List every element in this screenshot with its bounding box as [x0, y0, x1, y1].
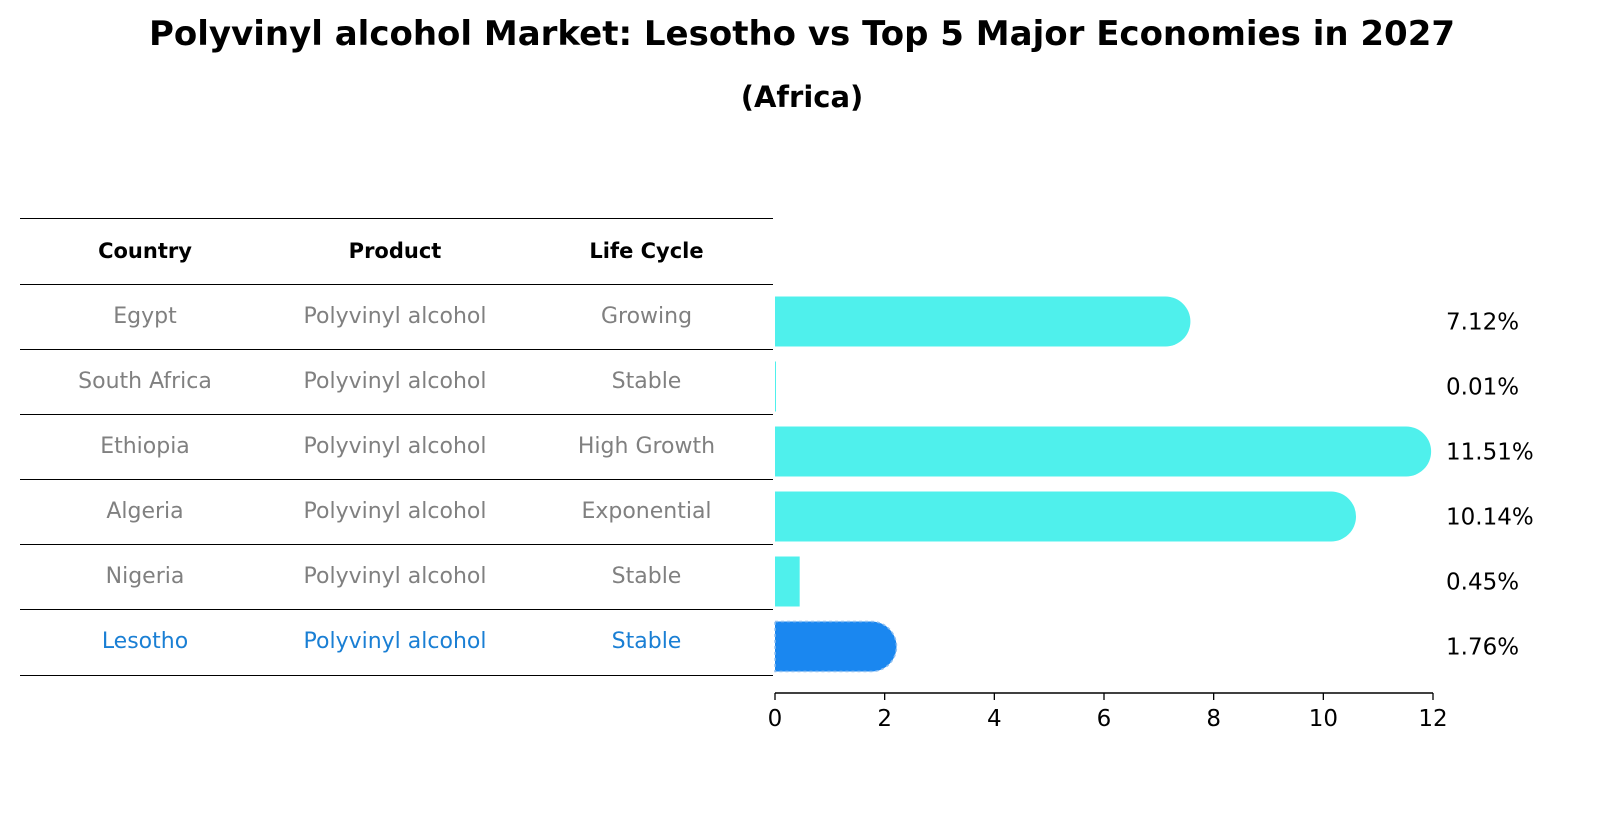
x-tick-label: 6: [1097, 706, 1112, 732]
x-tick-label: 10: [1309, 706, 1338, 732]
cell-product: Polyvinyl alcohol: [303, 629, 487, 654]
cell-country: Nigeria: [105, 564, 185, 589]
table-rule: [20, 479, 773, 480]
table-row: Nigeria Polyvinyl alcohol Stable: [20, 544, 773, 610]
cell-country: Lesotho: [101, 629, 189, 654]
data-label: 0.01%: [1446, 375, 1519, 401]
table-row: Egypt Polyvinyl alcohol Growing: [20, 284, 773, 350]
table-rule: [20, 284, 773, 285]
table-row: South Africa Polyvinyl alcohol Stable: [20, 349, 773, 415]
cell-product: Polyvinyl alcohol: [303, 499, 487, 524]
cell-product: Polyvinyl alcohol: [303, 369, 487, 394]
header-life-cycle: Life Cycle: [589, 239, 704, 263]
cell-product: Polyvinyl alcohol: [303, 564, 487, 589]
cell-product: Polyvinyl alcohol: [303, 304, 487, 329]
data-label: 10.14%: [1446, 505, 1534, 531]
x-tick-label: 2: [877, 706, 892, 732]
cell-life-cycle: High Growth: [577, 434, 716, 459]
bar: [775, 426, 1432, 477]
cell-country: Algeria: [106, 499, 184, 524]
bar-highlight: [774, 620, 898, 673]
table-rule: [20, 218, 773, 219]
table-row: Algeria Polyvinyl alcohol Exponential: [20, 479, 773, 545]
x-tick-label: 0: [768, 706, 783, 732]
x-tick-label: 12: [1418, 706, 1447, 732]
cell-country: South Africa: [78, 369, 212, 394]
bar: [775, 556, 800, 607]
cell-country: Egypt: [113, 304, 177, 329]
cell-life-cycle: Growing: [600, 304, 693, 329]
x-tick-label: 8: [1206, 706, 1221, 732]
bar: [775, 491, 1357, 542]
data-label: 11.51%: [1446, 440, 1534, 466]
table-rule: [20, 675, 773, 676]
cell-life-cycle: Stable: [611, 564, 682, 589]
header-product: Product: [348, 239, 442, 263]
table-header-row: Country Product Life Cycle: [20, 218, 773, 284]
table-rule: [20, 414, 773, 415]
table-rule: [20, 609, 773, 610]
table-rule: [20, 544, 773, 545]
table-row: Ethiopia Polyvinyl alcohol High Growth: [20, 414, 773, 480]
bar: [775, 361, 776, 412]
chart-title: Polyvinyl alcohol Market: Lesotho vs Top…: [148, 14, 1456, 54]
header-country: Country: [98, 239, 192, 263]
cell-life-cycle: Exponential: [581, 499, 712, 524]
cell-life-cycle: Stable: [611, 629, 682, 654]
cell-life-cycle: Stable: [611, 369, 682, 394]
data-label: 1.76%: [1446, 635, 1519, 661]
chart-subtitle: (Africa): [740, 80, 864, 114]
data-label: 7.12%: [1446, 310, 1519, 336]
cell-product: Polyvinyl alcohol: [303, 434, 487, 459]
table-row-highlight: Lesotho Polyvinyl alcohol Stable: [20, 609, 773, 675]
cell-country: Ethiopia: [100, 434, 190, 459]
data-label: 0.45%: [1446, 570, 1519, 596]
bar: [775, 296, 1191, 347]
table-rule: [20, 349, 773, 350]
x-tick-label: 4: [987, 706, 1002, 732]
